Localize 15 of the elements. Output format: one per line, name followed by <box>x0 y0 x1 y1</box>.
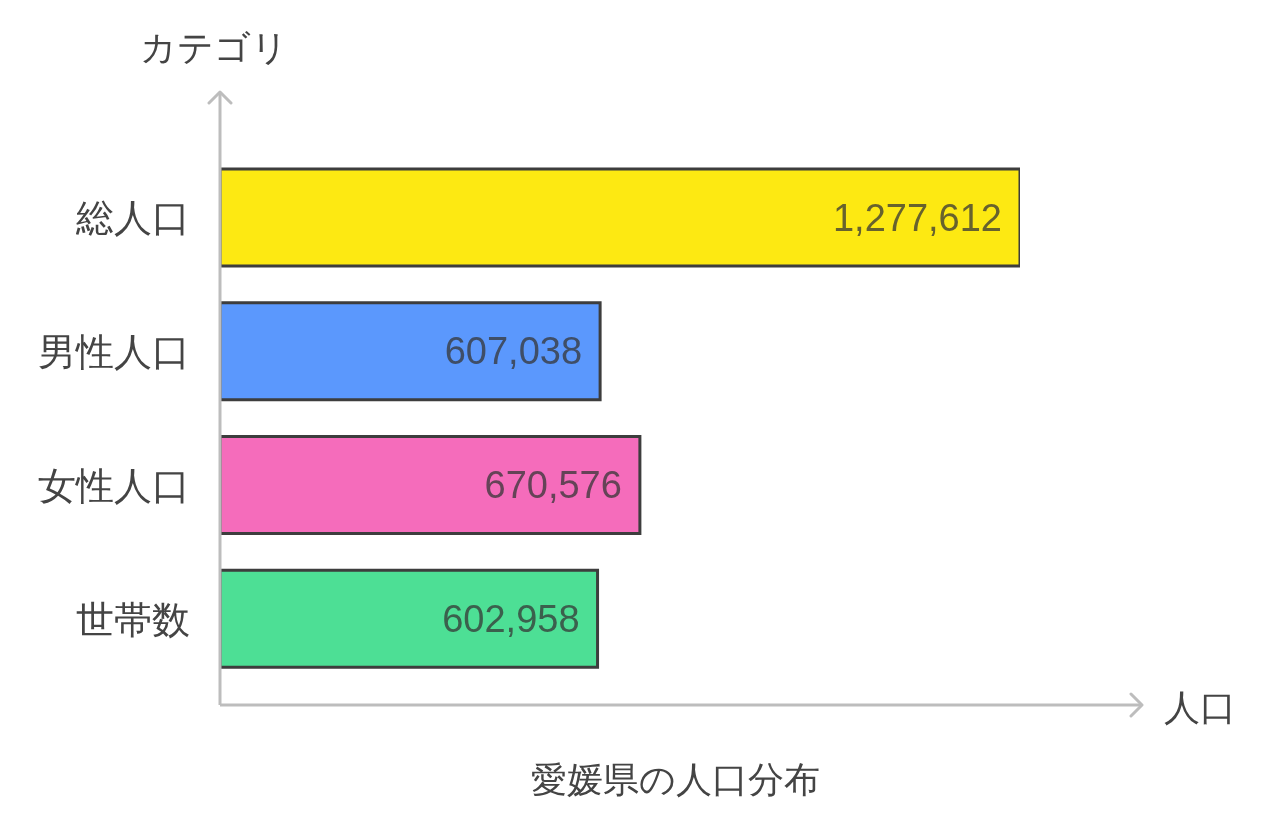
y-tick-label: 男性人口 <box>38 331 190 374</box>
bar <box>220 435 642 535</box>
bar <box>220 568 600 669</box>
text: 愛媛県の人口分布 <box>530 759 820 800</box>
data-label: 607,038 <box>444 330 583 373</box>
y-tick-label: 女性人口 <box>38 464 190 507</box>
data-label: 670,576 <box>484 464 622 506</box>
bar <box>220 167 1020 268</box>
y-tick-label: 総人口 <box>75 197 190 240</box>
x-axis-title: 人口 <box>1164 687 1236 728</box>
bar <box>220 301 602 402</box>
y-axis-title: カテゴリ <box>140 27 288 68</box>
data-label: 602,958 <box>442 597 580 640</box>
y-tick-label: 世帯数 <box>76 598 190 641</box>
data-label: 1,277,612 <box>832 196 1002 239</box>
